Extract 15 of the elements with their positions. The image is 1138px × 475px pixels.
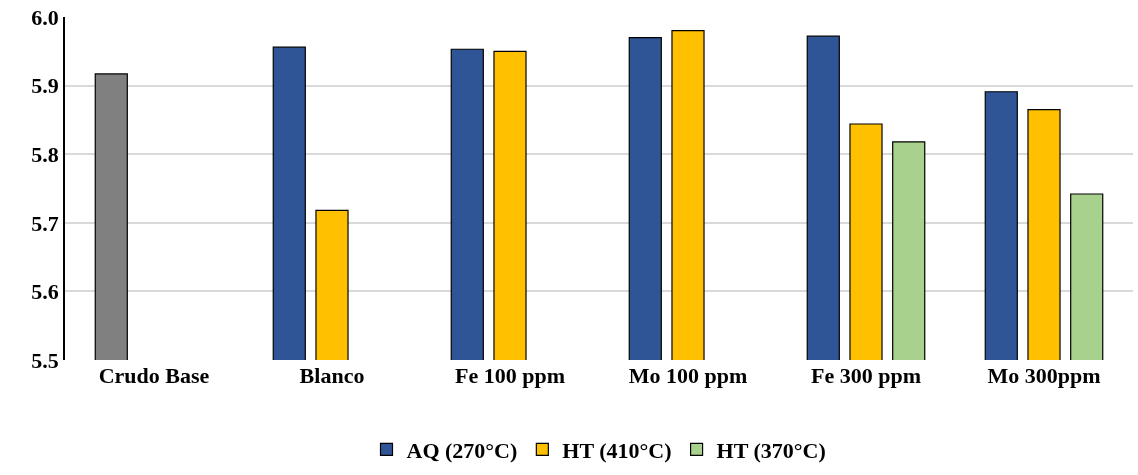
legend-label: AQ (270°C) — [406, 437, 518, 463]
y-tick-label: 5.9 — [31, 73, 59, 99]
y-tick-label: 6.0 — [31, 4, 59, 30]
x-tick-label: Crudo Base — [98, 363, 210, 388]
y-tick-label: 5.8 — [31, 141, 59, 167]
x-tick-label: Mo 300ppm — [987, 363, 1101, 388]
x-tick-label: Blanco — [299, 363, 365, 388]
legend-label: HT (410°C) — [562, 437, 672, 463]
x-tick-label: Mo 100 ppm — [628, 363, 748, 388]
y-tick-label: 5.6 — [31, 279, 59, 305]
y-tick-label: 5.7 — [31, 210, 59, 236]
x-tick-label: Fe 100 ppm — [455, 363, 565, 388]
y-tick-label: 5.5 — [31, 347, 59, 373]
x-tick-label: Fe 300 ppm — [811, 363, 921, 388]
legend-label: HT (370°C) — [716, 437, 826, 463]
